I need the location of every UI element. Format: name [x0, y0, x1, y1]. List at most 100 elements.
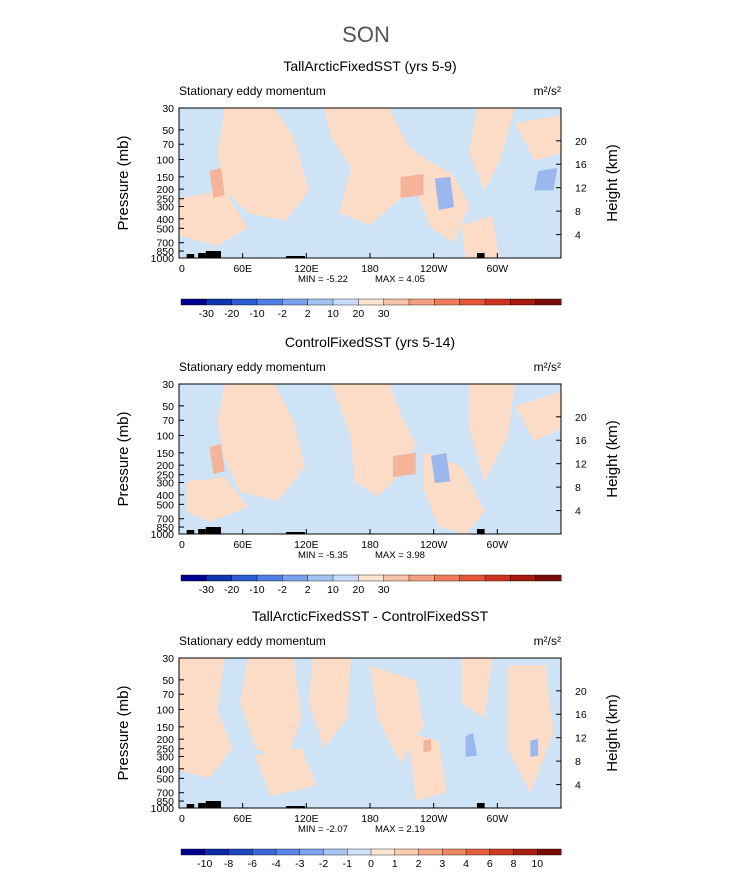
colorbar-bin: [358, 574, 385, 582]
colorbar-bin: [231, 298, 258, 306]
x-tick-label: 60W: [487, 813, 509, 825]
contour-region-8: [209, 168, 225, 198]
y-tick-label: 400: [156, 764, 174, 776]
colorbar-bin: [323, 848, 348, 856]
colorbar-label: 3: [439, 858, 445, 870]
colorbar-label: 4: [463, 858, 469, 870]
colorbar-bin: [510, 298, 537, 306]
y-tick-label: 500: [156, 499, 174, 511]
x-tick-label: 60E: [233, 813, 252, 825]
max-value-label: MAX = 2.19: [375, 824, 425, 835]
colorbar-label: -10: [249, 308, 264, 320]
contour-region-8: [255, 748, 317, 796]
contour-region-1: [217, 384, 306, 501]
y-axis-title: Pressure (mb): [115, 135, 132, 230]
y-right-tick-label: 16: [575, 159, 587, 171]
y-right-axis-title: Height (km): [604, 420, 621, 498]
colorbar-bin: [180, 574, 207, 582]
units-label: m²/s²: [534, 360, 561, 374]
topography-block: [476, 529, 485, 534]
y-tick-label: 70: [162, 689, 174, 701]
x-tick-label: 180: [361, 263, 379, 275]
colorbar-bin: [513, 848, 538, 856]
colorbar-bin: [347, 848, 372, 856]
y-tick-label: 300: [156, 201, 174, 213]
x-tick-label: 120W: [420, 813, 448, 825]
colorbar-bin: [484, 298, 511, 306]
y-tick-label: 400: [156, 214, 174, 226]
x-tick-label: 60E: [233, 539, 252, 551]
y-tick-label: 850: [156, 246, 174, 258]
contour-region-6: [186, 477, 248, 522]
y-right-tick-label: 20: [575, 412, 587, 424]
contour-region-6: [179, 190, 248, 246]
colorbar-bin: [434, 298, 461, 306]
y-right-tick-label: 20: [575, 136, 587, 148]
y-right-tick-label: 16: [575, 709, 587, 721]
x-tick-label: 120E: [294, 539, 319, 551]
colorbar-label: 2: [305, 584, 311, 596]
x-tick-label: 180: [361, 813, 379, 825]
colorbar-bin: [204, 848, 229, 856]
colorbar-bin: [408, 298, 435, 306]
y-axis-title: Pressure (mb): [115, 685, 132, 780]
topography-block: [285, 532, 306, 534]
colorbar-label: -2: [319, 858, 328, 870]
x-tick-label: 0: [179, 813, 185, 825]
topography-block: [186, 530, 195, 534]
colorbar-bin: [383, 298, 410, 306]
colorbar-bin: [299, 848, 324, 856]
panel-title: TallArcticFixedSST - ControlFixedSST: [252, 608, 489, 624]
panel-title: ControlFixedSST (yrs 5-14): [285, 334, 455, 350]
y-tick-label: 400: [156, 490, 174, 502]
colorbar-bin: [459, 574, 486, 582]
y-tick-label: 50: [162, 675, 174, 687]
y-right-tick-label: 12: [575, 459, 587, 471]
x-tick-label: 180: [361, 539, 379, 551]
topography-block: [205, 527, 222, 534]
y-tick-label: 700: [156, 514, 174, 526]
contour-region-9: [423, 739, 432, 753]
contour-region-11: [534, 168, 558, 191]
y-tick-label: 70: [162, 415, 174, 427]
colorbar-bin: [465, 848, 491, 856]
colorbar-label: -4: [271, 858, 280, 870]
contour-region-5: [515, 391, 561, 441]
colorbar-label: -20: [224, 584, 239, 596]
colorbar-label: -2: [278, 584, 287, 596]
x-tick-label: 60E: [233, 263, 252, 275]
x-tick-label: 120W: [420, 263, 448, 275]
y-right-tick-label: 8: [575, 482, 581, 494]
colorbar-label: 30: [378, 584, 390, 596]
contour-region-10: [465, 733, 477, 757]
colorbar-bin: [418, 848, 443, 856]
y-tick-label: 1000: [151, 529, 175, 541]
colorbar-label: 10: [531, 858, 543, 870]
max-value-label: MAX = 3.98: [375, 550, 425, 561]
colorbar-label: -6: [248, 858, 257, 870]
y-tick-label: 70: [162, 139, 174, 151]
y-tick-label: 500: [156, 223, 174, 235]
colorbar-bin: [535, 574, 562, 582]
x-tick-label: 60W: [487, 263, 509, 275]
colorbar-label: 0: [368, 858, 374, 870]
colorbar-bin: [307, 298, 334, 306]
y-tick-label: 300: [156, 477, 174, 489]
topography-block: [476, 253, 485, 258]
y-tick-label: 150: [156, 448, 174, 460]
y-right-tick-label: 12: [575, 733, 587, 745]
colorbar-bin: [332, 574, 359, 582]
colorbar-bin: [180, 848, 206, 856]
y-right-tick-label: 20: [575, 686, 587, 698]
colorbar-label: -10: [249, 584, 264, 596]
colorbar-label: 20: [352, 584, 364, 596]
y-tick-label: 700: [156, 788, 174, 800]
colorbar-bin: [358, 298, 385, 306]
colorbar-label: -20: [224, 308, 239, 320]
min-value-label: MIN = -2.07: [298, 824, 348, 835]
chart-panel-3: TallArcticFixedSST - ControlFixedSST Stat…: [115, 608, 621, 870]
y-tick-label: 30: [162, 103, 174, 115]
contour-region-2: [240, 658, 302, 763]
colorbar-label: 2: [305, 308, 311, 320]
topography-block: [285, 806, 306, 808]
